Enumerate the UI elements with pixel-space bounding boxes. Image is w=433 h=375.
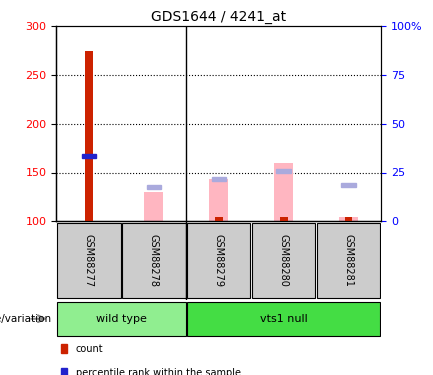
Bar [187,223,250,298]
Text: GSM88280: GSM88280 [278,234,289,287]
Bar [215,217,223,221]
Text: GSM88277: GSM88277 [84,234,94,287]
Bar [187,302,381,336]
Bar [57,223,120,298]
Bar [345,217,352,221]
Bar [144,192,164,221]
Bar [341,183,356,187]
Bar [211,177,226,181]
Bar [274,163,294,221]
Text: GSM88278: GSM88278 [149,234,159,287]
Bar [280,217,288,221]
Bar [85,51,93,221]
Bar [209,179,229,221]
Text: genotype/variation: genotype/variation [0,314,52,324]
Bar [339,217,359,221]
Title: GDS1644 / 4241_at: GDS1644 / 4241_at [151,10,286,24]
Bar [57,302,185,336]
Bar [146,185,161,189]
Bar [122,223,185,298]
Text: percentile rank within the sample: percentile rank within the sample [76,368,241,375]
Bar [317,223,381,298]
Bar [252,223,315,298]
Bar [277,169,291,172]
Bar [81,154,96,158]
Text: GSM88279: GSM88279 [213,234,224,287]
Text: count: count [76,344,103,354]
Text: GSM88281: GSM88281 [343,234,354,287]
Text: vts1 null: vts1 null [260,314,307,324]
Text: wild type: wild type [96,314,147,324]
